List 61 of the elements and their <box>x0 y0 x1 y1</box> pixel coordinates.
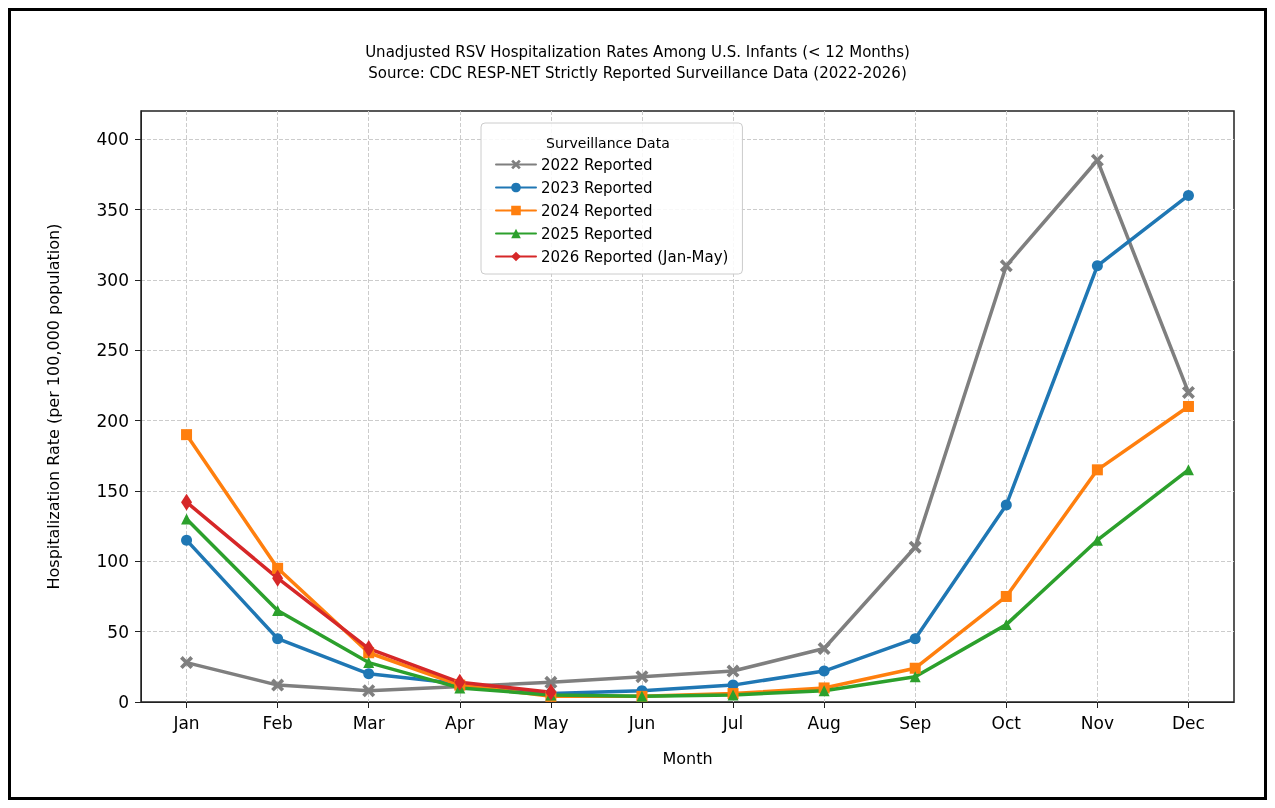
point <box>1091 464 1103 476</box>
point <box>1181 385 1195 399</box>
y-tick-label: 200 <box>96 410 129 431</box>
point <box>271 678 285 692</box>
legend-label: 2023 Reported <box>541 178 653 197</box>
x-tick-label: Jul <box>721 712 744 733</box>
point <box>272 562 284 574</box>
point <box>1000 590 1012 602</box>
point <box>1182 189 1194 201</box>
x-tick-label: Jun <box>627 712 656 733</box>
point <box>999 259 1013 273</box>
x-tick-label: Apr <box>445 712 475 733</box>
point <box>181 429 193 441</box>
y-tick-label: 150 <box>96 480 129 501</box>
x-axis-title: Month <box>662 748 713 768</box>
x-tick-label: Mar <box>352 712 385 733</box>
y-tick-label: 300 <box>96 269 129 290</box>
legend-label: 2022 Reported <box>541 155 653 174</box>
point <box>1182 464 1194 476</box>
point <box>726 664 740 678</box>
point <box>362 684 376 698</box>
point <box>181 534 193 546</box>
y-tick-label: 400 <box>96 129 129 150</box>
y-tick-label: 50 <box>107 621 129 642</box>
point <box>272 605 284 617</box>
point <box>544 675 558 689</box>
legend-label: 2024 Reported <box>541 201 653 220</box>
legend-title: Surveillance Data <box>546 135 670 151</box>
y-axis-title: Hospitalization Rate (per 100,000 population) <box>43 223 63 590</box>
point <box>909 633 921 645</box>
chart-subtitle: Source: CDC RESP-NET Strictly Reported Surveillance Data (2022-2026) <box>368 63 907 82</box>
x-tick-label: May <box>533 712 569 733</box>
point <box>909 662 921 674</box>
point <box>1000 619 1012 631</box>
legend-label: 2026 Reported (Jan-May) <box>541 247 729 266</box>
x-tick-label: Aug <box>807 712 841 733</box>
chart-title: Unadjusted RSV Hospitalization Rates Among U.S. Infants (< 12 Months) <box>365 42 910 61</box>
point <box>908 540 922 554</box>
point <box>363 668 375 680</box>
x-tick-label: Oct <box>991 712 1022 733</box>
point <box>1091 260 1103 272</box>
point <box>909 671 921 683</box>
point <box>363 657 375 669</box>
x-tick-label: Dec <box>1172 712 1205 733</box>
x-tick-label: Nov <box>1080 712 1114 733</box>
y-tick-label: 100 <box>96 551 129 572</box>
y-tick-label: 350 <box>96 199 129 220</box>
point <box>272 633 284 645</box>
point <box>818 665 830 677</box>
x-tick-label: Feb <box>262 712 293 733</box>
point <box>1090 153 1104 167</box>
point <box>180 656 194 670</box>
y-tick-label: 250 <box>96 340 129 361</box>
x-tick-label: Sep <box>899 712 932 733</box>
legend-label: 2025 Reported <box>541 224 653 243</box>
x-tick-label: Jan <box>172 712 200 733</box>
point <box>817 642 831 656</box>
y-tick-label: 0 <box>118 692 129 712</box>
point <box>1182 401 1194 412</box>
point <box>1000 499 1012 511</box>
point <box>635 670 649 684</box>
